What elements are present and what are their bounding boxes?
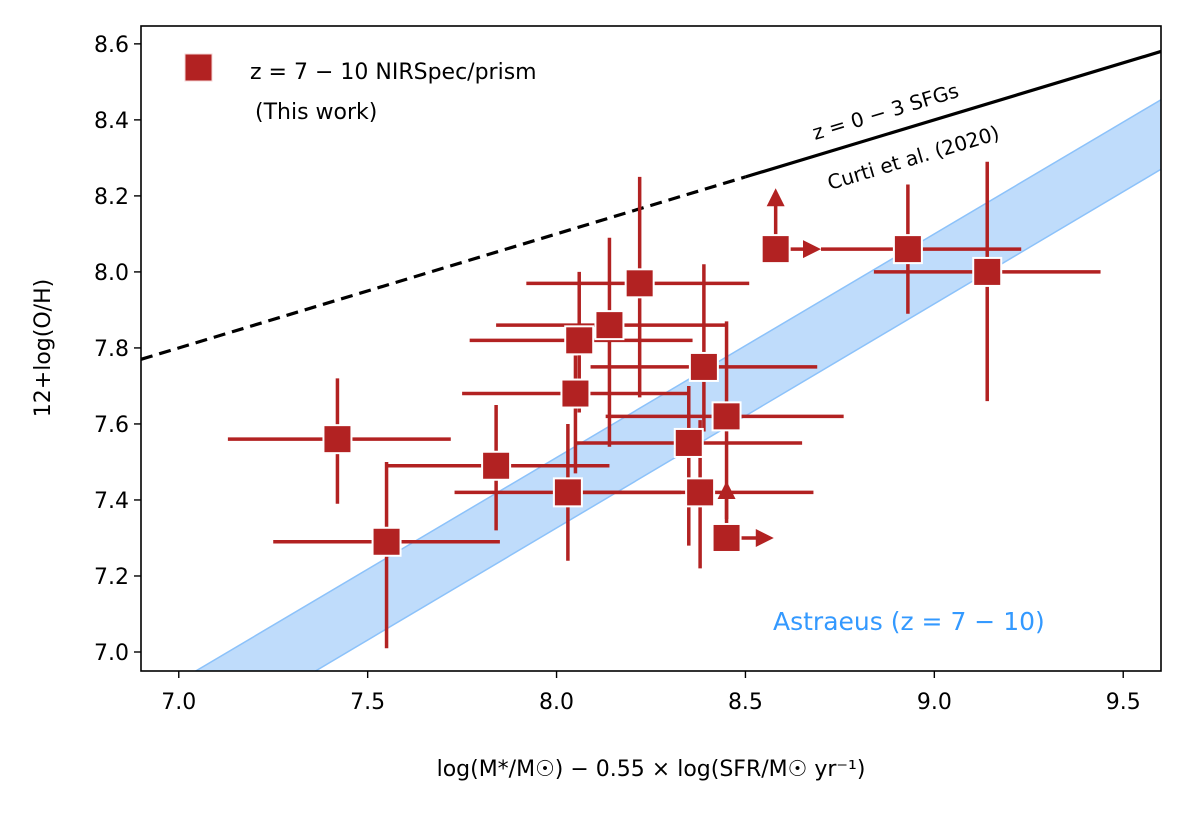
y-tick-label: 8.6 <box>94 33 129 58</box>
x-tick-label: 9.0 <box>917 690 952 715</box>
data-point-marker <box>673 427 704 458</box>
y-tick-label: 7.6 <box>94 413 129 438</box>
data-point-marker <box>322 424 353 455</box>
data-point-marker <box>481 450 512 481</box>
data-point-marker <box>685 477 716 508</box>
legend-marker <box>184 53 213 82</box>
data-point-marker <box>711 401 742 432</box>
y-tick-label: 7.4 <box>94 489 129 514</box>
y-tick-label: 7.0 <box>94 641 129 666</box>
x-limit-arrow-head <box>803 240 821 259</box>
data-point-marker <box>552 477 583 508</box>
curti-relation-solid <box>744 49 1161 179</box>
x-tick-label: 7.0 <box>161 690 196 715</box>
curti-relation-layer <box>141 49 1161 361</box>
y-tick-label: 8.2 <box>94 185 129 210</box>
x-axis: 7.0 7.5 8.0 8.5 9.0 9.5 <box>161 671 1141 715</box>
y-tick-label: 8.0 <box>94 261 129 286</box>
x-tick-label: 7.5 <box>350 690 385 715</box>
data-point-marker <box>892 234 923 265</box>
x-tick-label: 8.5 <box>728 690 763 715</box>
data-point-marker <box>624 268 655 299</box>
data-point-marker <box>560 378 591 409</box>
y-tick-label: 7.2 <box>94 565 129 590</box>
lower-limit-point <box>711 480 774 553</box>
lower-limit-marker <box>711 522 742 553</box>
lower-limit-point <box>760 188 821 265</box>
y-axis-label: 12+log(O/H) <box>31 279 56 417</box>
y-limit-arrow-head <box>766 188 785 207</box>
y-axis: 7.0 7.2 7.4 7.6 7.8 8.0 8.2 8.4 8.6 <box>94 33 141 666</box>
x-tick-label: 9.5 <box>1106 690 1141 715</box>
data-point-marker <box>594 310 625 341</box>
annotation-astraeus: Astraeus (z = 7 − 10) <box>773 607 1045 636</box>
data-point-marker <box>688 351 719 382</box>
legend-label-line1: z = 7 − 10 NIRSpec/prism <box>250 60 537 85</box>
x-limit-arrow-head <box>755 528 774 547</box>
legend-label-line2: (This work) <box>255 100 377 125</box>
y-limit-arrow-head <box>717 480 736 499</box>
x-tick-label: 8.0 <box>539 690 574 715</box>
data-point-marker <box>371 526 402 557</box>
x-axis-label: log(M*/M☉) − 0.55 × log(SFR/M☉ yr⁻¹) <box>437 757 866 782</box>
astraeus-band-lower-edge <box>314 168 1161 671</box>
curti-relation-dashed <box>141 175 746 361</box>
y-tick-label: 8.4 <box>94 109 129 134</box>
data-point-marker <box>564 325 595 356</box>
data-points-layer <box>227 161 1101 649</box>
lower-limit-marker <box>760 234 791 265</box>
y-tick-label: 7.8 <box>94 337 129 362</box>
data-point-marker <box>972 256 1003 287</box>
